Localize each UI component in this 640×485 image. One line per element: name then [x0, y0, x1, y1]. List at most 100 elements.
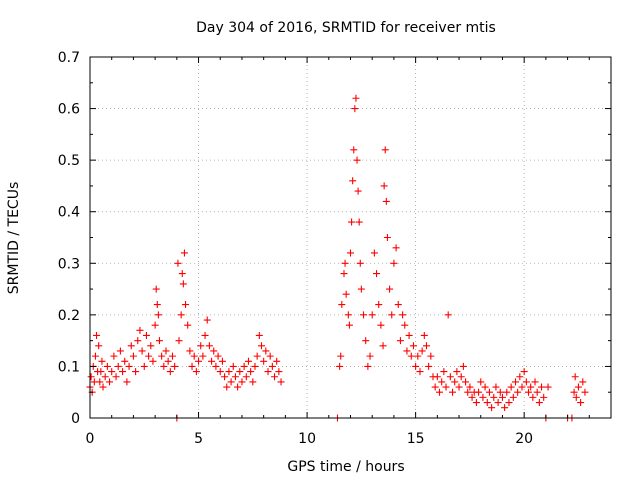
- data-point: [121, 357, 129, 365]
- data-point: [382, 197, 390, 205]
- data-point: [112, 373, 120, 381]
- data-point: [216, 368, 224, 376]
- data-point: [255, 331, 263, 339]
- data-point: [507, 383, 515, 391]
- data-point: [342, 290, 350, 298]
- data-point: [96, 378, 104, 386]
- data-point: [225, 368, 233, 376]
- data-point: [433, 373, 441, 381]
- data-point: [152, 285, 160, 293]
- data-point: [360, 311, 368, 319]
- data-point: [244, 357, 252, 365]
- data-point: [527, 383, 535, 391]
- data-point: [353, 156, 361, 164]
- data-point: [525, 388, 533, 396]
- data-point: [347, 249, 354, 257]
- data-point: [412, 362, 420, 370]
- data-point: [462, 378, 470, 386]
- data-point: [268, 362, 276, 370]
- data-point: [488, 404, 496, 412]
- data-point: [164, 357, 172, 365]
- data-point: [407, 352, 415, 360]
- data-point: [581, 388, 589, 396]
- data-point: [158, 352, 166, 360]
- data-point: [345, 321, 353, 329]
- data-point: [155, 337, 163, 345]
- data-point: [175, 337, 183, 345]
- data-point: [414, 352, 422, 360]
- data-point: [337, 352, 345, 360]
- data-point: [477, 378, 485, 386]
- data-point: [242, 373, 250, 381]
- data-point: [538, 383, 546, 391]
- data-point: [221, 373, 229, 381]
- data-point: [238, 378, 246, 386]
- data-point: [349, 177, 357, 185]
- data-point: [529, 393, 537, 401]
- data-point: [409, 342, 417, 350]
- y-tick-label: 0.2: [58, 308, 80, 324]
- data-point: [178, 270, 186, 278]
- data-point: [451, 378, 459, 386]
- data-point: [392, 244, 400, 252]
- data-point: [147, 342, 155, 350]
- data-point: [231, 373, 239, 381]
- data-point: [388, 311, 396, 319]
- data-point: [98, 357, 106, 365]
- data-point: [168, 352, 176, 360]
- data-point: [277, 378, 285, 386]
- data-point: [572, 393, 580, 401]
- y-tick-label: 0.7: [58, 50, 80, 66]
- data-point: [223, 383, 231, 391]
- data-point: [425, 362, 433, 370]
- y-tick-label: 0.4: [58, 205, 80, 221]
- data-point: [368, 311, 376, 319]
- data-point: [479, 393, 487, 401]
- data-point: [271, 373, 279, 381]
- data-points: [86, 94, 589, 422]
- data-point: [420, 331, 428, 339]
- data-point: [138, 347, 146, 355]
- data-point: [505, 399, 513, 407]
- data-point: [190, 352, 198, 360]
- data-point: [442, 383, 450, 391]
- data-point: [179, 280, 187, 288]
- data-point: [91, 352, 99, 360]
- data-point: [240, 362, 248, 370]
- data-point: [273, 357, 281, 365]
- data-point: [114, 362, 122, 370]
- y-tick-label: 0.5: [58, 153, 80, 169]
- x-tick-label: 20: [515, 431, 533, 447]
- data-point: [431, 383, 439, 391]
- data-point: [151, 321, 159, 329]
- data-point: [229, 362, 237, 370]
- data-point: [149, 357, 157, 365]
- data-point: [401, 321, 409, 329]
- data-point: [95, 342, 103, 350]
- data-point: [253, 352, 261, 360]
- data-point: [436, 388, 444, 396]
- data-point: [336, 362, 344, 370]
- data-point: [257, 342, 265, 350]
- data-point: [127, 342, 135, 350]
- data-point: [203, 316, 211, 324]
- data-point: [186, 347, 194, 355]
- data-point: [338, 301, 346, 309]
- data-point: [535, 399, 543, 407]
- data-point: [366, 352, 374, 360]
- data-point: [197, 342, 205, 350]
- x-tick-label: 0: [86, 431, 95, 447]
- data-point: [375, 301, 383, 309]
- data-point: [457, 373, 465, 381]
- data-point: [370, 249, 378, 257]
- data-point: [492, 383, 500, 391]
- data-point: [579, 378, 587, 386]
- data-point: [405, 331, 413, 339]
- data-point: [264, 368, 272, 376]
- data-point: [455, 383, 463, 391]
- data-point: [132, 368, 140, 376]
- data-point: [518, 383, 526, 391]
- data-point: [351, 105, 359, 113]
- data-point: [341, 259, 349, 267]
